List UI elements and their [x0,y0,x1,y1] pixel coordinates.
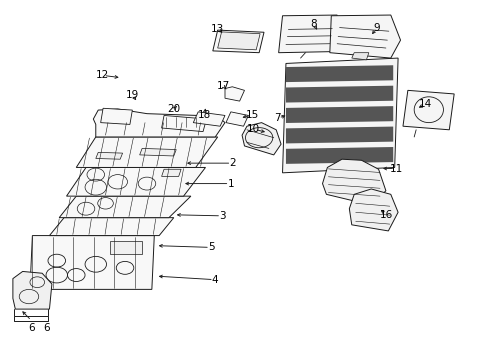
PathPatch shape [161,169,181,176]
Text: 17: 17 [216,81,229,91]
PathPatch shape [285,127,392,143]
Text: 19: 19 [125,90,139,100]
Text: 6: 6 [28,323,35,333]
PathPatch shape [285,86,392,103]
PathPatch shape [161,116,206,132]
Text: 9: 9 [373,23,380,33]
Text: 4: 4 [211,275,218,285]
PathPatch shape [282,58,397,173]
PathPatch shape [193,112,224,126]
PathPatch shape [285,65,392,82]
Text: 18: 18 [198,110,211,120]
Text: 16: 16 [380,210,393,220]
PathPatch shape [242,123,281,155]
PathPatch shape [30,235,154,289]
PathPatch shape [66,167,205,196]
PathPatch shape [76,137,217,167]
PathPatch shape [140,148,176,156]
PathPatch shape [217,32,260,50]
Text: 6: 6 [43,323,50,333]
Text: 7: 7 [273,113,280,123]
Text: 8: 8 [310,19,316,29]
PathPatch shape [93,109,224,137]
PathPatch shape [322,159,385,205]
PathPatch shape [285,147,392,164]
Text: 12: 12 [95,70,108,80]
Text: 2: 2 [229,158,236,168]
PathPatch shape [225,112,248,126]
PathPatch shape [278,15,336,53]
PathPatch shape [329,15,400,58]
Text: 1: 1 [227,179,234,189]
Text: 15: 15 [245,110,259,120]
PathPatch shape [285,106,392,123]
PathPatch shape [402,90,453,130]
Text: 11: 11 [389,163,403,174]
Text: 10: 10 [246,124,259,134]
PathPatch shape [212,30,264,53]
PathPatch shape [110,241,142,253]
Text: 14: 14 [418,99,431,109]
PathPatch shape [59,196,190,218]
Text: 20: 20 [167,104,180,114]
PathPatch shape [348,189,397,231]
PathPatch shape [49,218,173,235]
Text: 3: 3 [219,211,225,221]
PathPatch shape [351,53,368,60]
PathPatch shape [224,87,244,101]
Text: 13: 13 [211,24,224,34]
PathPatch shape [101,108,132,125]
PathPatch shape [96,152,122,159]
PathPatch shape [13,271,52,309]
Text: 5: 5 [207,242,214,252]
